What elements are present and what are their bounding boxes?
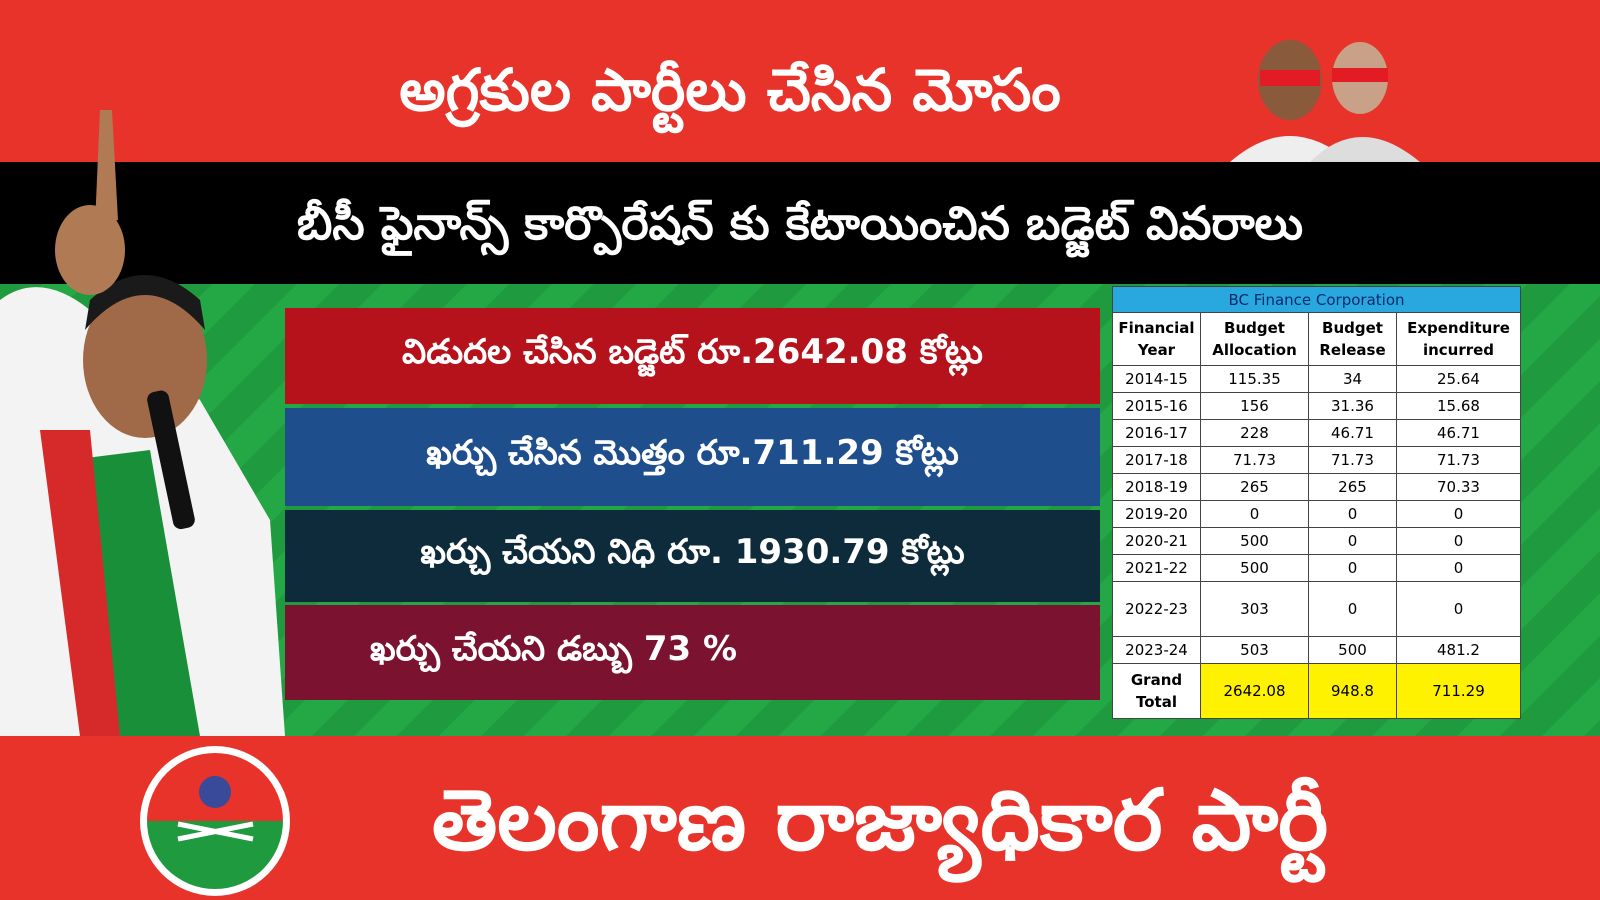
subtitle: బీసీ ఫైనాన్స్ కార్పొరేషన్ కు కేటాయించిన … <box>296 196 1304 250</box>
table-cell: 2019-20 <box>1112 500 1201 528</box>
table-cell: 15.68 <box>1396 392 1521 420</box>
table-row: 2017-18 71.73 71.73 71.73 <box>1112 446 1521 474</box>
table-cell: 156 <box>1200 392 1309 420</box>
table-cell: Financial Year <box>1112 312 1201 366</box>
table-cell: 0 <box>1396 500 1521 528</box>
table-row: Grand Total 2642.08 948.8 711.29 <box>1112 663 1521 719</box>
table-cell: 265 <box>1200 473 1309 501</box>
party-name: తెలంగాణ రాజ్యాధికార పార్టీ <box>431 771 1329 869</box>
table-cell: 228 <box>1200 419 1309 447</box>
table-cell: 0 <box>1308 527 1397 555</box>
table-cell: 46.71 <box>1396 419 1521 447</box>
panel: విడుదల చేసిన బడ్జెట్ రూ.2642.08 కోట్లు <box>285 308 1100 404</box>
table-cell: 2022-23 <box>1112 581 1201 637</box>
table-cell: 500 <box>1200 527 1309 555</box>
panel: ఖర్చు చేయని నిధి రూ. 1930.79 కోట్లు <box>285 510 1100 602</box>
table-cell: 0 <box>1396 527 1521 555</box>
table-cell: 70.33 <box>1396 473 1521 501</box>
table-cell: 500 <box>1200 554 1309 582</box>
table-row: 2015-16 156 31.36 15.68 <box>1112 392 1521 420</box>
table-row: 2020-21 500 0 0 <box>1112 527 1521 555</box>
table-cell: 303 <box>1200 581 1309 637</box>
table-row: 2023-24 503 500 481.2 <box>1112 636 1521 664</box>
table-cell: 481.2 <box>1396 636 1521 664</box>
table-cell: 71.73 <box>1396 446 1521 474</box>
table-cell: 0 <box>1308 581 1397 637</box>
table-row: 2014-15 115.35 34 25.64 <box>1112 365 1521 393</box>
table-cell: 500 <box>1308 636 1397 664</box>
table-cell: 711.29 <box>1396 663 1521 719</box>
table-cell: 2015-16 <box>1112 392 1201 420</box>
table-cell: 2020-21 <box>1112 527 1201 555</box>
table-cell: 31.36 <box>1308 392 1397 420</box>
table-cell: 948.8 <box>1308 663 1397 719</box>
table-cell: 0 <box>1396 581 1521 637</box>
table-cell: Budget Release <box>1308 312 1397 366</box>
budget-table: BC Finance Corporation Financial Year Budg… <box>1112 286 1521 719</box>
black-band <box>0 162 1600 284</box>
table-row: BC Finance Corporation <box>1112 286 1521 313</box>
table-cell: 0 <box>1308 554 1397 582</box>
portraits <box>1230 40 1420 162</box>
table-row: Financial Year Budget Allocation Budget Re… <box>1112 312 1521 366</box>
table-row: 2016-17 228 46.71 46.71 <box>1112 419 1521 447</box>
table-cell: Grand Total <box>1112 663 1201 719</box>
speaker-photo <box>0 110 285 736</box>
table-cell: 2014-15 <box>1112 365 1201 393</box>
table-row: 2022-23 303 0 0 <box>1112 581 1521 637</box>
table-row: 2018-19 265 265 70.33 <box>1112 473 1521 501</box>
table-cell: 2016-17 <box>1112 419 1201 447</box>
table-cell: 34 <box>1308 365 1397 393</box>
table-cell: 2023-24 <box>1112 636 1201 664</box>
panel: ఖర్చు చేసిన మొత్తం రూ.711.29 కోట్లు <box>285 408 1100 506</box>
table-cell: 0 <box>1200 500 1309 528</box>
table-row: 2021-22 500 0 0 <box>1112 554 1521 582</box>
table-cell: 115.35 <box>1200 365 1309 393</box>
table-cell: 25.64 <box>1396 365 1521 393</box>
table-cell: 71.73 <box>1200 446 1309 474</box>
table-cell: 2017-18 <box>1112 446 1201 474</box>
table-cell: 2021-22 <box>1112 554 1201 582</box>
table-cell: 265 <box>1308 473 1397 501</box>
table-cell: 2018-19 <box>1112 473 1201 501</box>
table-cell: 2642.08 <box>1200 663 1309 719</box>
table-cell: 0 <box>1308 500 1397 528</box>
table-cell: BC Finance Corporation <box>1112 286 1521 313</box>
table-cell: 0 <box>1396 554 1521 582</box>
table-cell: Expenditure incurred <box>1396 312 1521 366</box>
table-cell: Budget Allocation <box>1200 312 1309 366</box>
table-row: 2019-20 0 0 0 <box>1112 500 1521 528</box>
party-logo <box>140 746 290 896</box>
table-cell: 503 <box>1200 636 1309 664</box>
panel: ఖర్చు చేయని డబ్బు 73 % <box>285 605 1100 700</box>
table-cell: 46.71 <box>1308 419 1397 447</box>
title: అగ్రకుల పార్టీలు చేసిన మోసం <box>399 56 1061 124</box>
table-cell: 71.73 <box>1308 446 1397 474</box>
